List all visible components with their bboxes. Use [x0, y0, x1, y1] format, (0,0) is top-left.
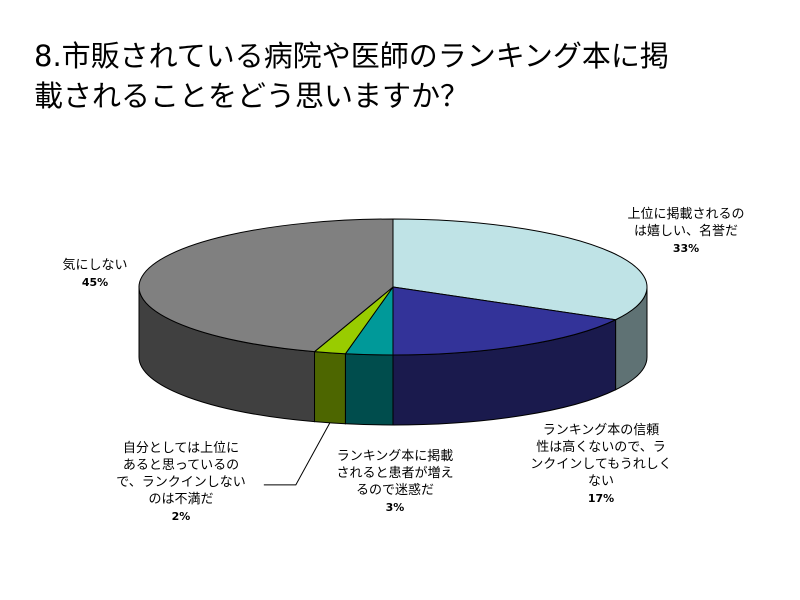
- value-label: 2%: [171, 510, 191, 523]
- value-label: 45%: [81, 276, 109, 289]
- label-line: ランキング本に掲載: [336, 449, 454, 464]
- label-line: ない: [587, 474, 614, 489]
- pie-side-nuisance: [344, 353, 394, 426]
- label-line: は嬉しい、名誉だ: [633, 224, 738, 239]
- label-slice-dissatisfied: 自分としては上位に あると思っているの で、ランクインしない のは不満だ 2%: [96, 440, 266, 525]
- label-slice-nuisance: ランキング本に掲載 されると患者が増え るので迷惑だ 3%: [315, 448, 475, 516]
- pie-slice-honored: [392, 218, 648, 321]
- label-line: ンクインしてもうれしく: [530, 457, 672, 472]
- label-line: ランキング本の信頼: [542, 423, 660, 438]
- label-line: るので迷惑だ: [355, 483, 434, 498]
- pie-side-dissatisfied: [314, 351, 346, 425]
- leader-line-dissatisfied: [263, 422, 331, 486]
- chart-title: 8.市販されている病院や医師のランキング本に掲 載されることをどう思いますか？: [34, 36, 774, 116]
- label-line: 上位に掲載されるの: [627, 207, 745, 222]
- title-line-2: 載されることをどう思いますか？: [34, 79, 470, 113]
- pie-slice-dont-care: [138, 218, 394, 353]
- label-line: で、ランクインしない: [116, 475, 246, 490]
- label-line: されると患者が増え: [336, 466, 454, 481]
- label-slice-dont-care: 気にしない 45%: [40, 257, 150, 291]
- pie-slice-not-trusted: [392, 286, 618, 356]
- label-slice-honored: 上位に掲載されるの は嬉しい、名誉だ 33%: [596, 206, 776, 257]
- label-line: 自分としては上位に: [122, 441, 240, 456]
- value-label: 3%: [385, 501, 405, 514]
- label-line: 性は高くないので、ラ: [536, 440, 666, 455]
- label-slice-not-trusted: ランキング本の信頼 性は高くないので、ラ ンクインしてもうれしく ない 17%: [506, 422, 696, 507]
- label-line: 気にしない: [62, 258, 128, 273]
- value-label: 33%: [672, 242, 700, 255]
- label-line: のは不満だ: [148, 492, 214, 507]
- value-label: 17%: [587, 492, 615, 505]
- title-line-1: 8.市販されている病院や医師のランキング本に掲: [34, 39, 669, 73]
- label-line: あると思っているの: [122, 458, 240, 473]
